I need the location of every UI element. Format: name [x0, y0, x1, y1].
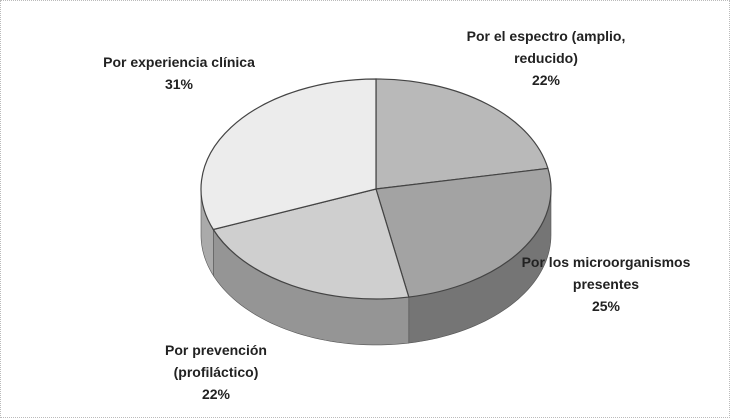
category-name: Por el espectro (amplio, reducido)	[466, 28, 626, 66]
slice-label: Por el espectro (amplio, reducido) 22%	[461, 25, 631, 91]
category-name: Por prevención (profiláctico)	[165, 342, 267, 380]
slice	[212, 188, 410, 300]
value-label: 25%	[591, 298, 621, 314]
value-label: 31%	[164, 76, 194, 92]
category-name: Por experiencia clínica	[103, 54, 255, 70]
slice-label: Por experiencia clínica 31%	[94, 51, 264, 95]
slice	[200, 78, 377, 231]
value-label: 22%	[531, 72, 561, 88]
slice	[375, 78, 549, 190]
slice-label: Por los microorganismos presentes 25%	[521, 251, 691, 317]
value-label: 22%	[201, 386, 231, 402]
category-name: Por los microorganismos presentes	[521, 254, 691, 292]
slice	[375, 167, 552, 298]
slice-label: Por prevención (profiláctico) 22%	[131, 339, 301, 405]
